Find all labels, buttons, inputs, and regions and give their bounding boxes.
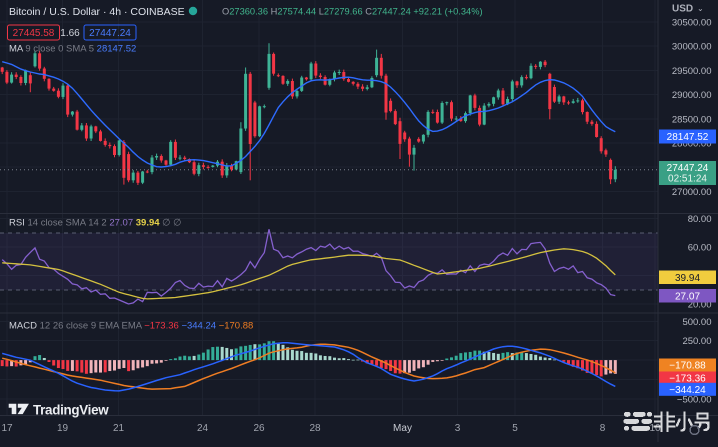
svg-text:500.00: 500.00 xyxy=(682,317,711,328)
svg-text:27447.24: 27447.24 xyxy=(667,163,709,174)
svg-text:Bitcoin / U.S. Dollar · 4h · C: Bitcoin / U.S. Dollar · 4h · COINBASE xyxy=(9,6,185,18)
svg-text:19: 19 xyxy=(57,423,69,434)
svg-text:29500.00: 29500.00 xyxy=(672,66,712,77)
svg-text:MACD 12 26 close 9 EMA EMA −: MACD 12 26 close 9 EMA EMA −173.36 −344.… xyxy=(9,321,253,332)
svg-text:20.00: 20.00 xyxy=(688,300,712,311)
svg-text:−173.36: −173.36 xyxy=(669,374,706,385)
svg-text:5: 5 xyxy=(512,423,518,434)
svg-text:−170.88: −170.88 xyxy=(669,361,706,372)
svg-text:10: 10 xyxy=(649,423,661,434)
svg-text:250.00: 250.00 xyxy=(682,336,711,347)
svg-text:28147.52: 28147.52 xyxy=(667,132,709,143)
svg-text:60.00: 60.00 xyxy=(688,243,712,254)
svg-text:27000.00: 27000.00 xyxy=(672,187,712,198)
svg-text:17: 17 xyxy=(1,423,13,434)
svg-text:27447.24: 27447.24 xyxy=(89,28,131,39)
svg-text:80.00: 80.00 xyxy=(688,214,712,225)
svg-text:21: 21 xyxy=(113,423,125,434)
svg-text:O27360.36 H27574.44 L27279.66: O27360.36 H27574.44 L27279.66 C27447.24 … xyxy=(222,7,483,17)
svg-text:28000.00: 28000.00 xyxy=(672,139,712,150)
svg-text:24: 24 xyxy=(197,423,209,434)
svg-text:27.07: 27.07 xyxy=(675,292,700,303)
svg-text:USD: USD xyxy=(672,4,693,15)
svg-text:28500.00: 28500.00 xyxy=(672,114,712,125)
svg-text:1.66: 1.66 xyxy=(60,28,80,39)
svg-text:MA 9 close 0 SMA 5 28147.52: MA 9 close 0 SMA 5 28147.52 xyxy=(9,44,136,55)
svg-text:30000.00: 30000.00 xyxy=(672,42,712,53)
svg-text:TradingView: TradingView xyxy=(33,403,109,418)
svg-text:8: 8 xyxy=(600,423,606,434)
svg-text:RSI 14 close SMA 14 2 27.07: RSI 14 close SMA 14 2 27.07 39.94 ∅ ∅ xyxy=(9,218,181,229)
svg-text:3: 3 xyxy=(455,423,461,434)
svg-text:May: May xyxy=(393,423,412,434)
svg-text:30500.00: 30500.00 xyxy=(672,18,712,29)
svg-text:26: 26 xyxy=(253,423,265,434)
svg-text:27445.58: 27445.58 xyxy=(13,28,55,39)
svg-text:02:51:24: 02:51:24 xyxy=(668,174,707,185)
svg-text:28: 28 xyxy=(309,423,321,434)
svg-text:−344.24: −344.24 xyxy=(669,385,706,396)
svg-text:⌄: ⌄ xyxy=(697,4,704,13)
svg-text:29000.00: 29000.00 xyxy=(672,90,712,101)
svg-text:−500.00: −500.00 xyxy=(677,394,712,405)
svg-text:39.94: 39.94 xyxy=(675,273,700,284)
